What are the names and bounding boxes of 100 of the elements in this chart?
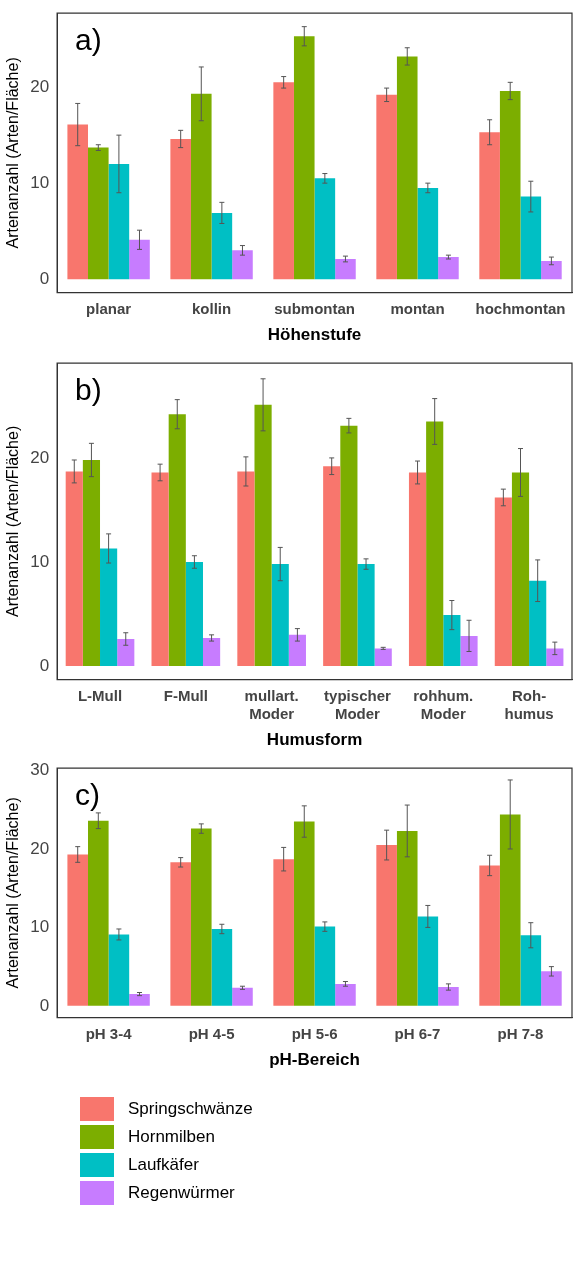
y-tick-label: 10 bbox=[30, 917, 50, 937]
bar bbox=[190, 93, 212, 280]
x-axis-title: Höhenstufe bbox=[267, 325, 362, 345]
bar bbox=[541, 971, 562, 1006]
bar bbox=[494, 497, 512, 667]
bar bbox=[335, 983, 356, 1006]
bar bbox=[170, 138, 191, 280]
y-tick-label: 0 bbox=[39, 268, 50, 288]
bar bbox=[323, 466, 341, 667]
bar bbox=[546, 648, 564, 667]
bar bbox=[211, 212, 233, 280]
bar bbox=[529, 580, 547, 667]
bar bbox=[185, 561, 203, 667]
bar bbox=[374, 648, 392, 667]
x-tick-label: pH 7-8 bbox=[497, 1024, 544, 1042]
bar bbox=[460, 635, 478, 667]
y-tick-label: 30 bbox=[30, 760, 50, 780]
bar bbox=[376, 845, 397, 1006]
bar bbox=[314, 178, 336, 280]
bar bbox=[520, 196, 542, 280]
legend-label: Regenwürmer bbox=[128, 1183, 235, 1203]
bar bbox=[82, 459, 101, 667]
bar bbox=[254, 404, 272, 667]
bar bbox=[417, 916, 439, 1006]
bar bbox=[88, 147, 109, 280]
bar bbox=[293, 821, 315, 1006]
y-tick-label: 10 bbox=[30, 551, 50, 571]
bar bbox=[108, 163, 130, 280]
x-tick-label: F-Mull bbox=[163, 686, 208, 704]
bar bbox=[117, 639, 135, 667]
y-axis-title: Artenanzahl (Arten/Fläche) bbox=[4, 425, 22, 617]
bar bbox=[376, 94, 397, 280]
x-tick-label: montan bbox=[390, 299, 445, 317]
annotation: b) bbox=[75, 373, 102, 407]
bar bbox=[170, 862, 191, 1006]
bar bbox=[499, 90, 521, 280]
bar bbox=[65, 471, 83, 667]
annotation: c) bbox=[75, 778, 101, 812]
x-tick-label: mullart. Moder bbox=[244, 686, 299, 722]
bar bbox=[511, 472, 530, 667]
bar bbox=[67, 854, 88, 1006]
y-tick-label: 0 bbox=[39, 995, 50, 1015]
bar bbox=[408, 472, 427, 667]
bar bbox=[237, 471, 255, 667]
bar bbox=[67, 124, 88, 280]
x-tick-label: Roh- humus bbox=[504, 686, 554, 722]
x-tick-label: L-Mull bbox=[77, 686, 123, 704]
bar bbox=[314, 926, 336, 1006]
bar bbox=[357, 564, 375, 667]
bar bbox=[168, 414, 186, 667]
legend-label: Laufkäfer bbox=[128, 1155, 199, 1175]
legend-label: Springschwänze bbox=[128, 1099, 253, 1119]
bar bbox=[88, 820, 109, 1006]
bar bbox=[211, 928, 233, 1006]
y-tick-label: 10 bbox=[30, 172, 50, 192]
x-tick-label: submontan bbox=[274, 299, 355, 317]
bar bbox=[232, 250, 253, 280]
bar bbox=[479, 132, 500, 280]
y-tick-label: 20 bbox=[30, 447, 50, 467]
x-tick-label: pH 6-7 bbox=[394, 1024, 441, 1042]
bar bbox=[426, 421, 444, 667]
x-tick-label: kollin bbox=[191, 299, 232, 317]
bar bbox=[396, 830, 418, 1006]
bar bbox=[340, 425, 358, 667]
y-axis-title: Artenanzahl (Arten/Fläche) bbox=[4, 797, 22, 989]
y-tick-label: 0 bbox=[39, 655, 50, 675]
bar bbox=[396, 56, 418, 280]
bar bbox=[288, 634, 306, 667]
bar bbox=[438, 257, 459, 280]
bar bbox=[108, 934, 130, 1006]
bar bbox=[190, 828, 212, 1006]
y-tick-label: 20 bbox=[30, 76, 50, 96]
x-tick-label: pH 3-4 bbox=[85, 1024, 133, 1042]
x-tick-label: typischer Moder bbox=[324, 686, 391, 722]
bar bbox=[443, 615, 461, 667]
x-axis-title: Humusform bbox=[266, 730, 363, 750]
bar bbox=[499, 814, 521, 1006]
x-tick-label: hochmontan bbox=[475, 299, 566, 317]
bar bbox=[541, 260, 562, 280]
bar bbox=[129, 239, 150, 280]
bar bbox=[520, 935, 542, 1006]
bar bbox=[129, 994, 150, 1006]
legend-label: Hornmilben bbox=[128, 1127, 215, 1147]
x-axis-title: pH-Bereich bbox=[269, 1050, 360, 1070]
bar bbox=[479, 865, 500, 1006]
x-tick-label: planar bbox=[86, 299, 132, 317]
bar bbox=[273, 82, 294, 280]
x-tick-label: pH 5-6 bbox=[291, 1024, 338, 1042]
bar bbox=[100, 548, 118, 667]
annotation: a) bbox=[75, 23, 102, 57]
bar bbox=[232, 987, 253, 1006]
bar bbox=[438, 987, 459, 1006]
bar bbox=[417, 187, 439, 280]
x-tick-label: pH 4-5 bbox=[188, 1024, 235, 1042]
y-tick-label: 20 bbox=[30, 838, 50, 858]
bar bbox=[203, 637, 221, 667]
bar bbox=[293, 36, 315, 280]
bar bbox=[335, 259, 356, 280]
bar bbox=[273, 859, 294, 1006]
y-axis-title: Artenanzahl (Arten/Fläche) bbox=[4, 57, 22, 249]
